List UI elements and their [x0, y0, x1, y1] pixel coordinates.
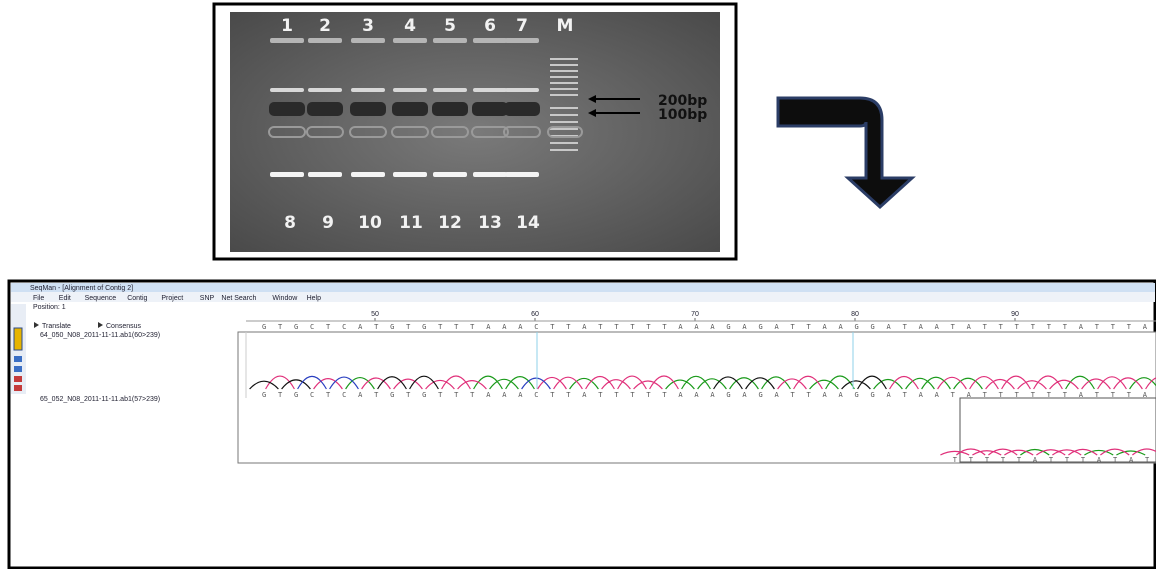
- tool-icon: [14, 376, 22, 382]
- band: [351, 172, 385, 177]
- ladder-band: [550, 88, 578, 90]
- ladder-band: [550, 70, 578, 72]
- tool-icon: [14, 385, 22, 391]
- band: [432, 102, 468, 116]
- band: [504, 102, 540, 116]
- ladder-band: [550, 149, 578, 151]
- band: [350, 102, 386, 116]
- menu-item[interactable]: Contig: [127, 295, 147, 302]
- lane-label: 5: [444, 16, 456, 36]
- lane-label: M: [557, 16, 574, 36]
- flow-arrow: [778, 98, 912, 207]
- lane-label: 4: [404, 16, 416, 36]
- band: [308, 88, 342, 92]
- read-name[interactable]: 64_050_N08_2011-11-11.ab1(60>239): [40, 332, 160, 339]
- ruler-label: 90: [1011, 311, 1019, 318]
- ruler-label: 70: [691, 311, 699, 318]
- menu-item[interactable]: Edit: [59, 295, 71, 302]
- toolbar-item[interactable]: Translate: [42, 323, 71, 330]
- read-name[interactable]: 65_052_N08_2011-11-11.ab1(57>239): [40, 396, 160, 403]
- ladder-band: [550, 94, 578, 96]
- sequence: TTTTTATTTATAT: [953, 456, 1156, 464]
- ruler-label: 60: [531, 311, 539, 318]
- title-bar: [11, 283, 1155, 292]
- ladder-band: [550, 58, 578, 60]
- band: [472, 102, 508, 116]
- sequence: GTGCTCATGTGTTTAAACTTATTTTTAAAGAGATTAAGGA…: [262, 323, 1156, 331]
- menu-item[interactable]: Net Search: [221, 295, 256, 302]
- band: [351, 88, 385, 92]
- lane-label: 3: [362, 16, 374, 36]
- band: [505, 88, 539, 92]
- figure: 1234567M891011121314 200bp 100bp SeqMan …: [0, 0, 1156, 569]
- band: [308, 38, 342, 43]
- menu-item[interactable]: Sequence: [85, 295, 117, 302]
- band: [269, 102, 305, 116]
- ladder-band: [550, 64, 578, 66]
- ladder-band: [550, 107, 578, 109]
- ruler-label: 50: [371, 311, 379, 318]
- ladder-band: [550, 76, 578, 78]
- band: [393, 88, 427, 92]
- band: [392, 102, 428, 116]
- menu-item[interactable]: File: [33, 295, 44, 302]
- ladder-band: [550, 128, 578, 130]
- lane-label: 14: [516, 213, 540, 233]
- band: [393, 38, 427, 43]
- band: [505, 38, 539, 43]
- lane-label: 13: [478, 213, 502, 233]
- ladder-band: [550, 142, 578, 144]
- lane-label: 6: [484, 16, 496, 36]
- position: Position: 1: [33, 304, 66, 311]
- window-title: SeqMan - [Alignment of Contig 2]: [30, 285, 133, 292]
- ladder-band: [550, 121, 578, 123]
- gel-image: [230, 12, 720, 252]
- band: [308, 172, 342, 177]
- band: [473, 38, 507, 43]
- band: [351, 38, 385, 43]
- ladder-band: [550, 82, 578, 84]
- band: [473, 88, 507, 92]
- lane-label: 2: [319, 16, 331, 36]
- tool-icon: [14, 366, 22, 372]
- lane-label: 9: [322, 213, 334, 233]
- band: [433, 38, 467, 43]
- lane-label: 10: [358, 213, 382, 233]
- band: [270, 172, 304, 177]
- menu-item[interactable]: Project: [161, 295, 183, 302]
- lane-label: 8: [284, 213, 296, 233]
- lane-label: 12: [438, 213, 462, 233]
- band: [433, 172, 467, 177]
- lane-label: 11: [399, 213, 423, 233]
- band: [473, 172, 507, 177]
- lane-label: 7: [516, 16, 528, 36]
- toolbar-item[interactable]: Consensus: [106, 323, 142, 330]
- tool-icon: [14, 356, 22, 362]
- menu-item[interactable]: Window: [272, 295, 298, 302]
- ruler-label: 80: [851, 311, 859, 318]
- band: [270, 38, 304, 43]
- band: [433, 88, 467, 92]
- band: [307, 102, 343, 116]
- marker-label: 100bp: [658, 107, 707, 123]
- tool-icon: [14, 328, 22, 350]
- lane-label: 1: [281, 16, 293, 36]
- band: [270, 88, 304, 92]
- menu-item[interactable]: Help: [307, 295, 322, 302]
- menu-item[interactable]: SNP: [200, 295, 215, 302]
- ladder-band: [550, 114, 578, 116]
- band: [393, 172, 427, 177]
- band: [505, 172, 539, 177]
- sequence: GTGCTCATGTGTTTAAACTTATTTTTAAAGAGATTAAGGA…: [262, 391, 1156, 399]
